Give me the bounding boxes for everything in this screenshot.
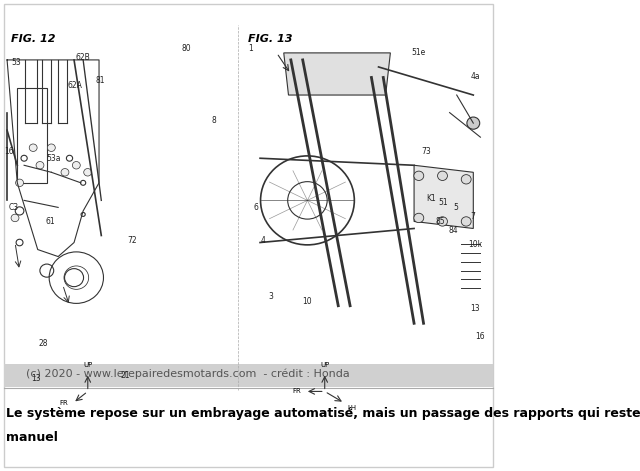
Circle shape (414, 213, 424, 223)
Text: 28: 28 (38, 339, 48, 348)
Text: 5: 5 (453, 203, 458, 212)
Text: 80: 80 (182, 44, 191, 53)
Circle shape (72, 162, 80, 169)
Text: 21: 21 (120, 372, 129, 381)
Text: FIG. 12: FIG. 12 (12, 34, 56, 44)
Circle shape (414, 171, 424, 180)
Text: 84: 84 (448, 227, 458, 236)
Text: UP: UP (83, 362, 92, 368)
Text: C3: C3 (9, 203, 19, 212)
Text: 13: 13 (470, 304, 480, 313)
Text: FIG. 13: FIG. 13 (248, 34, 292, 44)
Circle shape (29, 144, 37, 152)
Circle shape (15, 179, 24, 187)
Text: 51e: 51e (412, 49, 426, 57)
Text: 73: 73 (421, 147, 431, 156)
Circle shape (11, 214, 19, 222)
Text: 62B: 62B (76, 53, 90, 62)
Text: 62A: 62A (68, 81, 83, 90)
Text: FR: FR (292, 389, 301, 394)
Text: 6: 6 (253, 203, 258, 212)
Text: 4a: 4a (470, 72, 480, 81)
Circle shape (47, 144, 55, 152)
Text: manuel: manuel (6, 431, 58, 444)
Text: 13: 13 (31, 374, 41, 383)
Text: 7: 7 (470, 212, 476, 221)
Circle shape (36, 162, 44, 169)
Circle shape (467, 117, 480, 129)
Text: 16: 16 (476, 332, 485, 341)
Circle shape (84, 169, 92, 176)
Text: K1: K1 (426, 194, 436, 203)
Circle shape (61, 169, 69, 176)
Text: 51: 51 (438, 198, 448, 207)
Text: (c) 2020 - www.lerepairedesmotards.com  - crédit : Honda: (c) 2020 - www.lerepairedesmotards.com -… (26, 368, 350, 379)
Text: 53: 53 (12, 58, 21, 67)
Text: 72: 72 (127, 236, 137, 244)
Text: FR: FR (60, 400, 68, 406)
Text: 53a: 53a (46, 154, 60, 163)
Polygon shape (284, 53, 390, 95)
Text: 1: 1 (248, 44, 253, 53)
Circle shape (461, 217, 471, 226)
Text: UP: UP (320, 362, 330, 368)
Text: 61: 61 (46, 217, 56, 226)
Text: 3: 3 (268, 292, 273, 301)
Text: 10k: 10k (468, 240, 483, 249)
Text: 4: 4 (260, 236, 266, 244)
Text: 8: 8 (211, 116, 216, 125)
Circle shape (461, 175, 471, 184)
Text: Le système repose sur un embrayage automatisé, mais un passage des rapports qui : Le système repose sur un embrayage autom… (6, 407, 640, 421)
Circle shape (438, 171, 447, 180)
Text: LH: LH (347, 406, 356, 412)
Text: 10: 10 (303, 297, 312, 306)
Text: 81: 81 (95, 76, 105, 86)
Circle shape (438, 217, 447, 226)
Text: 16: 16 (4, 147, 13, 156)
FancyBboxPatch shape (4, 364, 493, 387)
Text: 85: 85 (436, 217, 445, 226)
Polygon shape (414, 165, 474, 228)
